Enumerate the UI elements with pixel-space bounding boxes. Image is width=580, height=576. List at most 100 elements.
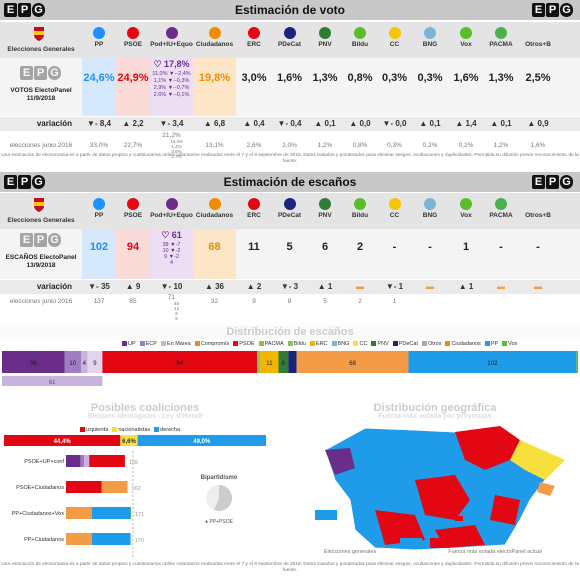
cc-icon xyxy=(388,198,401,210)
pod-prev-sub-2: 9 xyxy=(175,311,178,316)
seats-poll-label: ESCAÑOS ElectoPanel xyxy=(5,254,77,261)
legend-item: ERC xyxy=(306,341,328,347)
party-value: 2,5% xyxy=(525,72,551,84)
party-name: PACMA xyxy=(489,212,513,219)
party-variation: ▼- 1 xyxy=(385,282,404,291)
pdecat-icon xyxy=(283,27,296,39)
party-name: Otros+B xyxy=(525,212,551,219)
segment-label: 5 xyxy=(291,361,295,367)
party-variation: ▼- 10 xyxy=(160,282,183,291)
legend-item: BNG xyxy=(328,341,349,347)
legend-item: CC xyxy=(349,341,367,347)
up-total-bar xyxy=(2,376,103,386)
party-bg xyxy=(116,229,150,279)
legend-item: Bildu xyxy=(284,341,306,347)
party-prev: 5 xyxy=(323,298,327,305)
pod-prev: 21,2% xyxy=(162,132,181,139)
party-name: BNG xyxy=(422,41,438,48)
header-11: PACMA xyxy=(484,24,518,48)
party-bg xyxy=(193,58,236,116)
segment-ERC xyxy=(260,351,279,373)
party-value: 0,3% xyxy=(417,72,443,84)
header-1: PSOE xyxy=(116,24,150,48)
bng-icon xyxy=(424,27,436,39)
party-variation: ▲ 1 xyxy=(458,282,474,291)
map-title: Distribución geográfica xyxy=(373,402,497,414)
pod-prev-sub-3: 2,7% xyxy=(171,154,182,159)
party-variation: ▲ 6,8 xyxy=(203,119,226,128)
party-name: Bildu xyxy=(351,212,369,219)
party-variation: ▲ 0,1 xyxy=(490,119,512,128)
party-name: Pod+IU+Equo xyxy=(150,41,193,48)
segment-label: 4 xyxy=(83,361,87,367)
legend-item: PACMA xyxy=(255,341,284,347)
pacma-icon xyxy=(495,27,507,39)
segment-label: 9 xyxy=(93,361,97,367)
distribution-title: Distribución de escaños xyxy=(0,325,580,339)
coalition-part xyxy=(66,455,81,467)
party-variation: ▼- 8,4 xyxy=(87,119,111,128)
header-7: Bildu xyxy=(343,24,377,48)
pnv-icon xyxy=(319,27,331,39)
seats-poll-date: 13/9/2018 xyxy=(26,262,56,269)
podemos-icon xyxy=(165,27,178,39)
party-variation: ▲ 0,0 xyxy=(349,119,371,128)
seats-prev-row: elecciones junio 2016 137 85 71 45 12 9 5 32 9 8 5… xyxy=(0,294,580,322)
party-variation: ▲ 0,1 xyxy=(314,119,336,128)
party-value: 3,0% xyxy=(241,72,267,84)
bloc-legend: izquierda nacionalistas derecha xyxy=(76,427,180,433)
party-name: PP xyxy=(94,212,104,219)
up-total-label: 61 xyxy=(49,380,56,386)
pod-prev: 71 xyxy=(167,294,176,301)
header-4: ERC xyxy=(236,24,272,48)
pod-total: ♡ 61 xyxy=(161,230,182,240)
header-12: Otros+B xyxy=(518,195,558,219)
coalition-part xyxy=(66,533,92,545)
podemos-icon xyxy=(165,198,178,210)
party-prev: 1,2% xyxy=(317,142,333,149)
party-prev: 2,6% xyxy=(246,142,262,149)
cc-icon xyxy=(388,27,401,39)
party-name: PSOE xyxy=(123,41,143,48)
pod-sub-1: 10 ▼-2 xyxy=(162,248,181,254)
coalition-total: 170 xyxy=(135,538,144,544)
party-bg xyxy=(116,58,150,116)
party-prev: 13,1% xyxy=(205,142,224,149)
header-9: BNG xyxy=(412,24,448,48)
party-variation: ▼- 35 xyxy=(88,282,110,291)
segment-Bildu xyxy=(257,351,261,373)
party-prev: 0,8% xyxy=(352,142,368,149)
party-name: Otros+B xyxy=(525,41,551,48)
segment-Vox xyxy=(576,351,578,373)
pdecat-icon xyxy=(283,198,296,210)
pod-sub-3: 4 xyxy=(169,260,174,266)
party-variation: ▼- 3,4 xyxy=(159,119,184,128)
party-value: 1,3% xyxy=(312,72,338,84)
vote-poll-label: VOTOS ElectoPanel xyxy=(10,87,72,94)
party-value: 94 xyxy=(126,241,140,253)
party-prev: 33,0% xyxy=(89,142,109,149)
bloc-derecha xyxy=(137,435,266,446)
header-6: PNV xyxy=(307,195,343,219)
party-value: 2 xyxy=(356,241,364,253)
segment-ECP xyxy=(64,351,81,373)
bipartidismo-label: ● PP+PSOE xyxy=(205,519,234,525)
party-variation: ▬ xyxy=(426,282,434,291)
party-variation: ▲ 2 xyxy=(246,282,262,291)
pp-icon xyxy=(93,198,105,210)
segment-label: 102 xyxy=(487,361,498,367)
erc-icon xyxy=(248,198,260,210)
segment-label: 6 xyxy=(282,361,286,367)
coalition-total: 171 xyxy=(135,512,144,518)
map-left-caption: Elecciones generales xyxy=(323,549,377,555)
party-name: Bildu xyxy=(351,41,369,48)
pod-prev-sub-0: 45 xyxy=(173,301,179,306)
header-3: Ciudadanos xyxy=(193,24,236,48)
header-2: Pod+IU+Equo xyxy=(150,195,193,219)
map-subtitle: Fuerza más votada por provincias xyxy=(378,413,492,420)
segment-label: 68 xyxy=(349,361,356,367)
party-name: ERC xyxy=(247,41,261,48)
vox-icon xyxy=(460,27,472,39)
coalition-part xyxy=(66,481,102,493)
